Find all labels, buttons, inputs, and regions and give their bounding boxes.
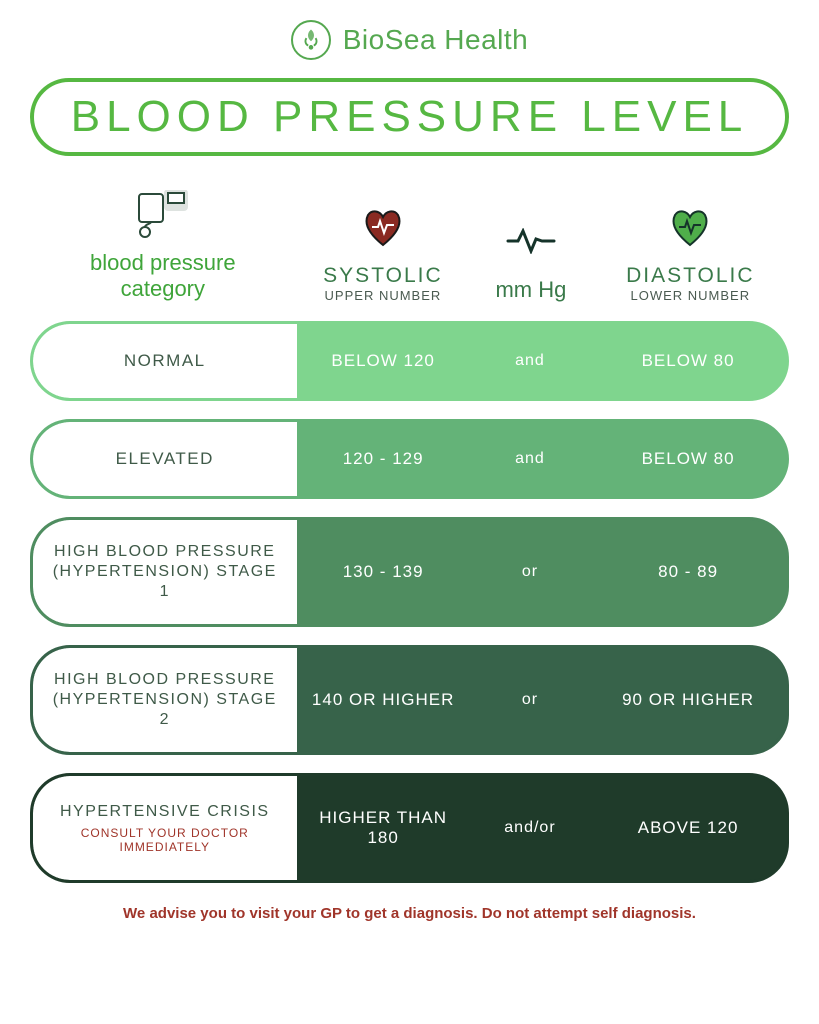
bp-category-cell: HYPERTENSIVE CRISIS CONSULT YOUR DOCTOR I… — [33, 776, 297, 880]
col-header-mmhg: mm Hg — [470, 211, 591, 303]
heart-green-icon — [592, 198, 789, 258]
bp-category-label: HIGH BLOOD PRESSURE (HYPERTENSION) STAGE… — [45, 670, 285, 730]
main-title-pill: BLOOD PRESSURE LEVEL — [30, 78, 789, 156]
bp-rows: NORMALBELOW 120andBELOW 80ELEVATED120 - … — [30, 321, 789, 883]
bp-row: NORMAL BELOW 120andBELOW 80 — [30, 321, 789, 401]
bp-systolic-value: 140 OR HIGHER — [297, 690, 470, 710]
brand-name: BioSea Health — [343, 24, 529, 56]
bp-category-label: HYPERTENSIVE CRISIS — [60, 802, 270, 822]
bp-monitor-icon — [30, 184, 296, 244]
heart-red-icon — [296, 198, 471, 258]
bp-category-label: NORMAL — [124, 350, 206, 371]
col-systolic-title: SYSTOLIC — [296, 264, 471, 288]
col-header-diastolic: DIASTOLIC LOWER NUMBER — [592, 198, 789, 303]
column-headers: blood pressure category SYSTOLIC UPPER N… — [30, 184, 789, 303]
col-diastolic-sub: LOWER NUMBER — [592, 288, 789, 303]
bp-diastolic-value: 90 OR HIGHER — [590, 690, 786, 710]
bp-systolic-value: BELOW 120 — [297, 351, 470, 371]
col-category-line1: blood pressure — [90, 250, 236, 275]
bp-row: HYPERTENSIVE CRISIS CONSULT YOUR DOCTOR I… — [30, 773, 789, 883]
bp-diastolic-value: BELOW 80 — [590, 351, 786, 371]
col-mmhg-title: mm Hg — [470, 277, 591, 303]
col-systolic-sub: UPPER NUMBER — [296, 288, 471, 303]
bp-conjunction: and — [470, 450, 590, 468]
footer-disclaimer: We advise you to visit your GP to get a … — [30, 905, 789, 922]
pulse-line-icon — [470, 211, 591, 271]
col-diastolic-title: DIASTOLIC — [592, 264, 789, 288]
bp-category-cell: HIGH BLOOD PRESSURE (HYPERTENSION) STAGE… — [33, 520, 297, 624]
bp-conjunction: or — [470, 691, 590, 709]
main-title-text: BLOOD PRESSURE LEVEL — [64, 92, 755, 142]
bp-conjunction: or — [470, 563, 590, 581]
bp-category-label: ELEVATED — [116, 448, 214, 469]
brand-header: BioSea Health — [30, 20, 789, 60]
col-header-category: blood pressure category — [30, 184, 296, 303]
bp-conjunction: and/or — [470, 819, 590, 837]
bp-category-warning: CONSULT YOUR DOCTOR IMMEDIATELY — [45, 826, 285, 854]
col-category-line2: category — [121, 276, 205, 301]
bp-systolic-value: HIGHER THAN 180 — [297, 808, 470, 848]
bp-conjunction: and — [470, 352, 590, 370]
bp-systolic-value: 130 - 139 — [297, 562, 470, 582]
bp-category-cell: ELEVATED — [33, 422, 297, 496]
bp-category-cell: HIGH BLOOD PRESSURE (HYPERTENSION) STAGE… — [33, 648, 297, 752]
col-header-systolic: SYSTOLIC UPPER NUMBER — [296, 198, 471, 303]
bp-category-label: HIGH BLOOD PRESSURE (HYPERTENSION) STAGE… — [45, 542, 285, 602]
bp-diastolic-value: BELOW 80 — [590, 449, 786, 469]
bp-row: ELEVATED 120 - 129andBELOW 80 — [30, 419, 789, 499]
bp-diastolic-value: ABOVE 120 — [590, 818, 786, 838]
bp-category-cell: NORMAL — [33, 324, 297, 398]
bp-systolic-value: 120 - 129 — [297, 449, 470, 469]
bp-row: HIGH BLOOD PRESSURE (HYPERTENSION) STAGE… — [30, 517, 789, 627]
brand-logo-icon — [291, 20, 331, 60]
bp-row: HIGH BLOOD PRESSURE (HYPERTENSION) STAGE… — [30, 645, 789, 755]
bp-diastolic-value: 80 - 89 — [590, 562, 786, 582]
